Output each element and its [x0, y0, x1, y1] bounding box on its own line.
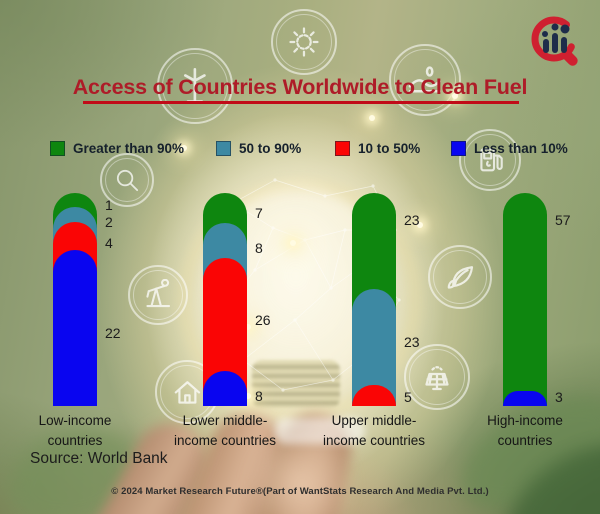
legend-swatch [335, 141, 350, 156]
bar-segment [503, 391, 547, 406]
value-label: 3 [555, 389, 563, 405]
bar-lower-middle-income-countries [203, 193, 247, 406]
value-label: 23 [404, 334, 420, 351]
sparkle-glow [417, 222, 423, 228]
oil-pump-icon [128, 265, 188, 325]
title-underline [83, 101, 519, 104]
sparkle-glow [245, 393, 251, 399]
wind-turbine-icon [157, 48, 233, 124]
search-icon [100, 153, 154, 207]
sparkle-glow [452, 93, 458, 99]
legend-swatch [50, 141, 65, 156]
legend-swatch [451, 141, 466, 156]
value-label: 1 [105, 197, 113, 214]
legend-swatch [216, 141, 231, 156]
chart-legend: Greater than 90% 50 to 90% 10 to 50% Less t… [0, 141, 600, 161]
legend-label: Less than 10% [474, 141, 568, 156]
value-label: 8 [255, 387, 263, 404]
value-label: 57 [555, 212, 571, 228]
sparkle-glow [181, 145, 187, 151]
bar-segment [53, 250, 97, 406]
value-label: 26 [255, 311, 271, 328]
legend-item: 50 to 90% [216, 141, 301, 156]
bar-upper-middle-income-countries [352, 193, 396, 406]
legend-item: 10 to 50% [335, 141, 420, 156]
market-research-future-logo [531, 16, 578, 66]
value-label: 8 [255, 239, 263, 256]
source-note: Source: World Bank [30, 450, 168, 467]
value-label: 22 [105, 325, 121, 342]
legend-item: Less than 10% [451, 141, 568, 156]
category-label: High-income countries [487, 413, 563, 449]
value-label: 4 [105, 235, 113, 252]
fuel-pump-icon [459, 129, 521, 191]
bar-low-income-countries [53, 193, 97, 406]
bar-segment [352, 385, 396, 406]
value-label: 2 [105, 213, 113, 230]
value-label: 7 [255, 205, 263, 222]
value-label: 5 [404, 389, 412, 405]
sun-icon [271, 9, 337, 75]
page-title: Access of Countries Worldwide to Clean F… [72, 75, 528, 99]
landscape-icon [389, 44, 461, 116]
legend-label: Greater than 90% [73, 141, 185, 156]
legend-label: 50 to 90% [239, 141, 302, 156]
bar-segment [503, 193, 547, 406]
value-label: 23 [404, 212, 420, 228]
copyright-note: © 2024 Market Research Future®(Part of W… [111, 486, 489, 497]
bar-segment [203, 371, 247, 406]
legend-item: Greater than 90% [50, 141, 184, 156]
leaf-icon [428, 245, 492, 309]
legend-label: 10 to 50% [358, 141, 421, 156]
sparkle-glow [369, 115, 375, 121]
bar-high-income-countries [503, 193, 547, 406]
